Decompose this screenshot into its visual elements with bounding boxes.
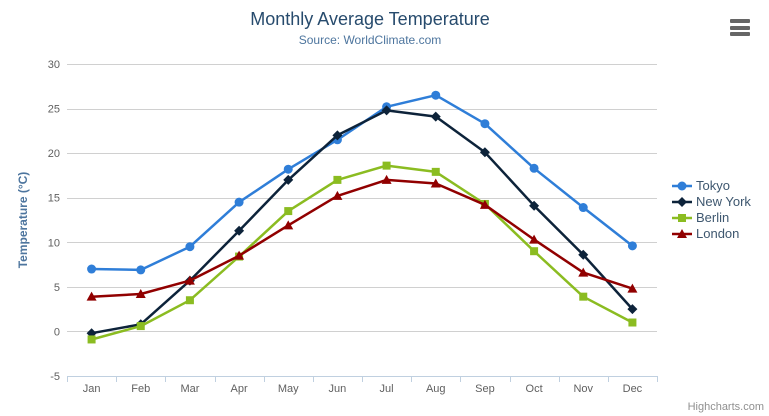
series-new-york [86, 105, 638, 339]
data-point-marker[interactable] [627, 283, 638, 293]
data-point-marker[interactable] [578, 203, 588, 213]
data-point-marker[interactable] [479, 147, 490, 158]
legend-marker-icon [677, 197, 687, 207]
legend-marker-icon [678, 214, 686, 222]
x-axis-label: Mar [180, 383, 199, 395]
series-line-london [90, 178, 634, 298]
series-london [86, 174, 638, 301]
data-point-marker[interactable] [332, 130, 343, 141]
y-axis-label: 30 [48, 59, 60, 71]
y-axis-title: Temperature (°C) [16, 172, 30, 269]
data-point-marker[interactable] [430, 178, 441, 188]
data-point-marker[interactable] [431, 90, 441, 100]
x-axis-label: Sep [475, 383, 495, 395]
export-menu-button[interactable] [730, 19, 750, 36]
data-point-marker[interactable] [578, 249, 589, 260]
legend-label: Berlin [696, 210, 729, 225]
data-point-marker[interactable] [87, 335, 96, 344]
data-point-marker[interactable] [185, 296, 194, 305]
data-point-marker[interactable] [627, 304, 638, 315]
legend-marker-icon [677, 181, 687, 191]
x-axis-label: Oct [526, 383, 543, 395]
legend-item-london[interactable]: London [672, 226, 739, 241]
data-point-marker[interactable] [234, 250, 245, 260]
hamburger-icon [730, 32, 750, 36]
legend-item-new-york[interactable]: New York [672, 194, 751, 209]
data-point-marker[interactable] [332, 190, 343, 200]
hamburger-icon [730, 19, 750, 23]
data-point-marker[interactable] [627, 241, 637, 251]
x-axis-label: Jun [329, 383, 347, 395]
data-point-marker[interactable] [136, 265, 146, 275]
y-axis-label: 0 [54, 326, 60, 338]
data-point-marker[interactable] [86, 291, 97, 301]
data-point-marker[interactable] [283, 174, 294, 185]
data-point-marker[interactable] [431, 167, 440, 176]
chart-subtitle: Source: WorldClimate.com [298, 33, 442, 47]
data-point-marker[interactable] [333, 175, 342, 184]
data-point-marker[interactable] [479, 199, 490, 209]
data-point-marker[interactable] [381, 105, 392, 116]
data-point-marker[interactable] [530, 247, 539, 256]
hamburger-icon [730, 25, 750, 30]
legend-marker-icon [677, 229, 687, 238]
series-tokyo [87, 90, 637, 275]
data-point-marker[interactable] [579, 292, 588, 301]
data-point-marker[interactable] [234, 197, 244, 207]
data-point-marker[interactable] [578, 267, 589, 277]
y-axis-label: -5 [50, 371, 60, 383]
x-axis-label: Nov [573, 383, 593, 395]
data-point-marker[interactable] [87, 264, 97, 274]
x-axis-label: Dec [623, 383, 643, 395]
data-point-marker[interactable] [430, 111, 441, 122]
data-point-marker[interactable] [184, 275, 195, 285]
x-axis-label: Aug [426, 383, 446, 395]
y-axis-label: 5 [54, 282, 60, 294]
data-point-marker[interactable] [529, 200, 540, 211]
data-point-marker[interactable] [382, 161, 391, 170]
legend-label: New York [696, 194, 751, 209]
series-line-berlin [90, 164, 634, 341]
series-line-tokyo [90, 93, 634, 272]
x-axis-label: May [278, 383, 299, 395]
series-line-new-york [90, 109, 634, 335]
data-point-marker[interactable] [529, 163, 539, 173]
credits-link[interactable]: Highcharts.com [687, 401, 764, 413]
y-axis-label: 20 [48, 148, 60, 160]
data-point-marker[interactable] [185, 242, 195, 252]
legend-item-tokyo[interactable]: Tokyo [672, 178, 730, 193]
y-axis-label: 15 [48, 193, 60, 205]
data-point-marker[interactable] [283, 164, 293, 174]
data-point-marker[interactable] [283, 220, 294, 230]
legend-label: Tokyo [696, 178, 730, 193]
x-axis-label: Feb [131, 383, 150, 395]
y-axis-label: 10 [48, 237, 60, 249]
data-point-marker[interactable] [136, 322, 145, 331]
chart-title: Monthly Average Temperature [250, 9, 490, 29]
data-point-marker[interactable] [234, 225, 245, 236]
y-axis-label: 25 [48, 104, 60, 116]
data-point-marker[interactable] [480, 119, 490, 129]
x-axis-label: Jan [83, 383, 101, 395]
data-point-marker[interactable] [628, 318, 637, 327]
legend-item-berlin[interactable]: Berlin [672, 210, 729, 225]
data-point-marker[interactable] [381, 174, 392, 184]
data-point-marker[interactable] [529, 234, 540, 244]
data-point-marker[interactable] [284, 207, 293, 216]
legend-label: London [696, 226, 739, 241]
x-axis-label: Apr [231, 383, 248, 395]
x-axis-label: Jul [380, 383, 394, 395]
data-point-marker[interactable] [135, 288, 146, 298]
